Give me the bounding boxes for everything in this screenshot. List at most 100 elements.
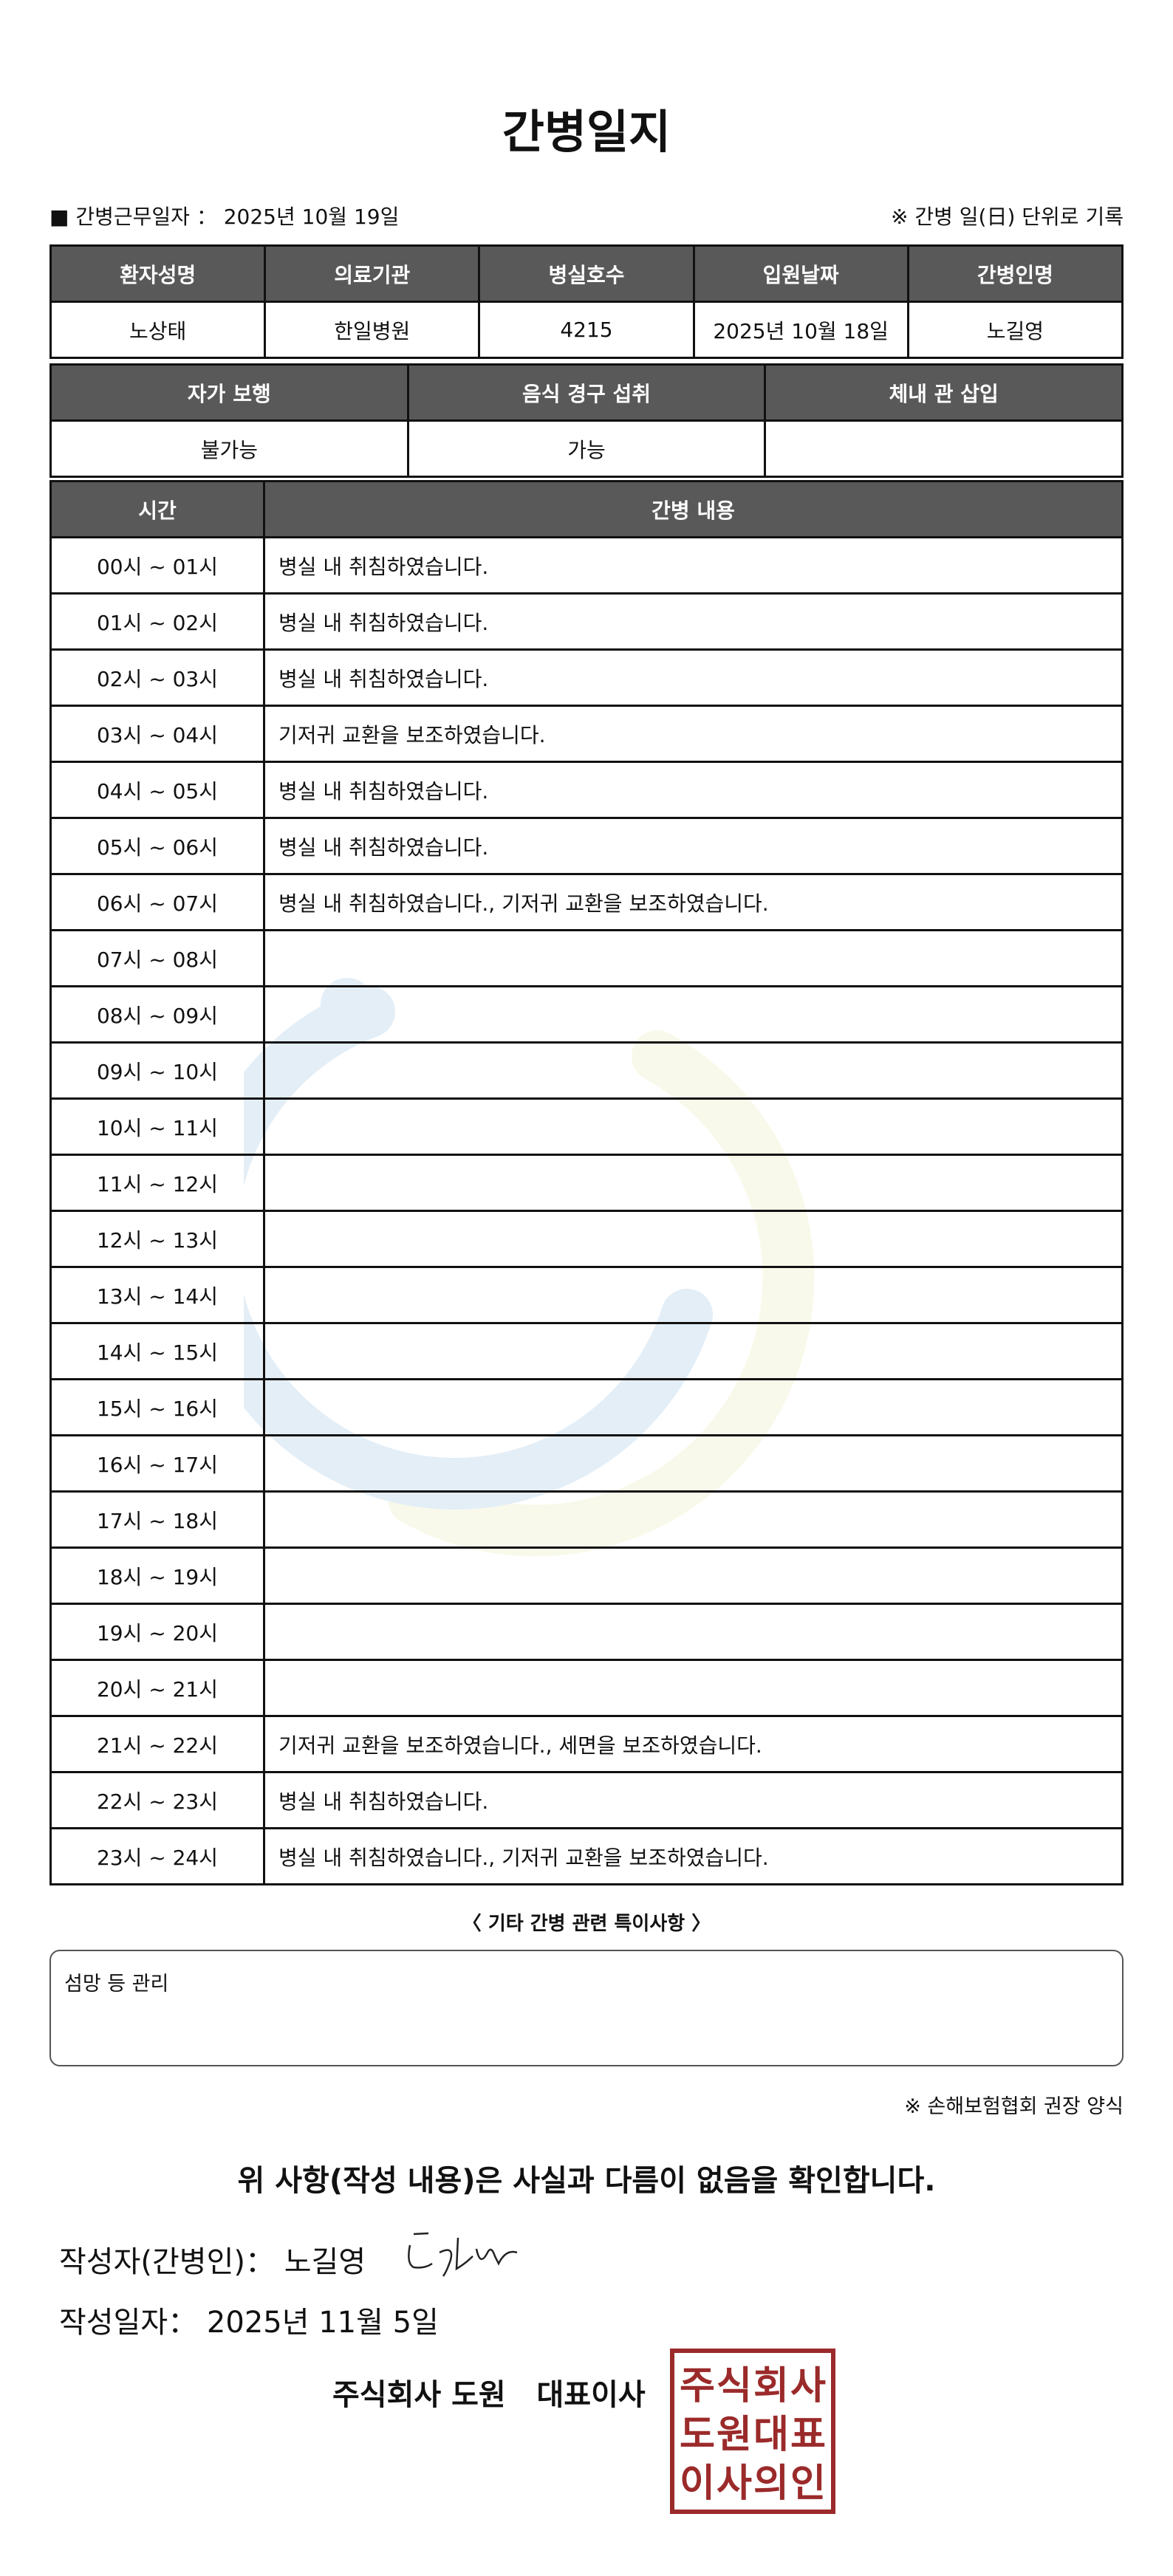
log-row: 17시 ~ 18시 [49,1490,1124,1549]
log-row: 12시 ~ 13시 [49,1210,1124,1268]
seal-glyph: 사 [717,2462,752,2505]
header-content: 간병 내용 [263,480,1124,538]
log-content: 병실 내 취침하였습니다. [263,761,1124,819]
notes-box: 섬망 등 관리 [49,1950,1124,2066]
author: 작성자(간병인)： 노길영 [59,2238,366,2281]
hospital: 한일병원 [264,301,481,359]
seal-glyph: 식 [717,2364,752,2408]
log-time: 03시 ~ 04시 [49,705,265,763]
log-content [263,929,1124,987]
log-time: 07시 ~ 08시 [49,929,265,987]
log-row: 18시 ~ 19시 [49,1546,1124,1605]
log-time: 08시 ~ 09시 [49,985,265,1044]
log-row: 21시 ~ 22시 기저귀 교환을 보조하였습니다., 세면을 보조하였습니다. [49,1715,1124,1773]
header-hospital: 의료기관 [264,244,481,303]
log-row: 02시 ~ 03시 병실 내 취침하였습니다. [49,648,1124,707]
log-time: 00시 ~ 01시 [49,536,265,595]
log-content: 병실 내 취침하였습니다. [263,1771,1124,1829]
admission-date: 2025년 10월 18일 [692,301,909,359]
log-row: 14시 ~ 15시 [49,1322,1124,1380]
log-content: 병실 내 취침하였습니다. [263,817,1124,875]
work-date-value: 2025년 10월 19일 [223,205,400,229]
header-patient-name: 환자성명 [49,244,267,303]
log-row: 06시 ~ 07시 병실 내 취침하였습니다., 기저귀 교환을 보조하였습니다. [49,873,1124,931]
log-time: 22시 ~ 23시 [49,1771,265,1829]
confirmation-statement: 위 사항(작성 내용)은 사실과 다름이 없음을 확인합니다. [237,2164,936,2198]
log-row: 13시 ~ 14시 [49,1266,1124,1324]
log-row: 05시 ~ 06시 병실 내 취침하였습니다. [49,817,1124,875]
log-time: 04시 ~ 05시 [49,761,265,819]
header-room: 병실호수 [478,244,695,303]
log-row: 23시 ~ 24시 병실 내 취침하였습니다., 기저귀 교환을 보조하였습니다. [49,1827,1124,1885]
log-row: 16시 ~ 17시 [49,1434,1124,1493]
log-content: 병실 내 취침하였습니다. [263,648,1124,707]
written-date: 작성일자： 2025년 11월 5일 [59,2298,439,2341]
log-time: 12시 ~ 13시 [49,1210,265,1268]
log-time: 18시 ~ 19시 [49,1546,265,1605]
log-content [263,1266,1124,1324]
log-time: 13시 ~ 14시 [49,1266,265,1324]
log-content: 기저귀 교환을 보조하였습니다. [263,705,1124,763]
tube-value [764,419,1124,478]
header-admission-date: 입원날짜 [692,244,909,303]
care-log-table: 시간 간병 내용 00시 ~ 01시 병실 내 취침하였습니다. 01시 ~ 02시… [49,480,1124,1885]
log-row: 04시 ~ 05시 병실 내 취침하였습니다. [49,761,1124,819]
log-row: 20시 ~ 21시 [49,1659,1124,1717]
seal-glyph: 주 [680,2364,715,2408]
log-content [263,1378,1124,1436]
log-content [263,1097,1124,1156]
seal-glyph: 표 [790,2413,826,2457]
log-content [263,1490,1124,1549]
log-time: 16시 ~ 17시 [49,1434,265,1493]
log-row: 03시 ~ 04시 기저귀 교환을 보조하였습니다. [49,705,1124,763]
log-row: 07시 ~ 08시 [49,929,1124,987]
log-content [263,1659,1124,1717]
seal-glyph: 사 [790,2364,826,2408]
log-time: 11시 ~ 12시 [49,1154,265,1212]
log-content [263,1210,1124,1268]
log-row: 09시 ~ 10시 [49,1041,1124,1100]
status-table: 자가 보행 음식 경구 섭취 체내 관 삽입 불가능 가능 [49,363,1124,478]
header-tube: 체내 관 삽입 [764,363,1124,422]
log-time: 23시 ~ 24시 [49,1827,265,1885]
oral-intake-value: 가능 [406,419,767,478]
log-row: 08시 ~ 09시 [49,985,1124,1044]
log-content: 기저귀 교환을 보조하였습니다., 세면을 보조하였습니다. [263,1715,1124,1773]
log-content: 병실 내 취침하였습니다., 기저귀 교환을 보조하였습니다. [263,873,1124,931]
log-content: 병실 내 취침하였습니다. [263,536,1124,595]
log-content [263,985,1124,1044]
seal-glyph: 대 [753,2413,789,2457]
log-content [263,1546,1124,1605]
log-row: 15시 ~ 16시 [49,1378,1124,1436]
header-walking: 자가 보행 [49,363,409,422]
header-time: 시간 [49,480,265,538]
log-row: 22시 ~ 23시 병실 내 취침하였습니다. [49,1771,1124,1829]
log-content [263,1322,1124,1380]
log-time: 14시 ~ 15시 [49,1322,265,1380]
work-date: ■ 간병근무일자 ： 2025년 10월 19일 [49,201,399,230]
header-caregiver: 간병인명 [906,244,1124,303]
log-time: 10시 ~ 11시 [49,1097,265,1156]
log-row: 00시 ~ 01시 병실 내 취침하였습니다. [49,536,1124,595]
notes-title: 〈 기타 간병 관련 특이사항 〉 [462,1913,711,1935]
log-time: 15시 ~ 16시 [49,1378,265,1436]
log-content [263,1434,1124,1493]
seal-glyph: 원 [717,2413,752,2457]
log-time: 01시 ~ 02시 [49,592,265,651]
seal-glyph: 도 [680,2413,715,2457]
log-time: 17시 ~ 18시 [49,1490,265,1549]
log-row: 19시 ~ 20시 [49,1603,1124,1661]
patient-info-table: 환자성명 의료기관 병실호수 입원날짜 간병인명 노상태 한일병원 4215 2… [49,244,1124,359]
patient-name: 노상태 [49,301,267,359]
walking-value: 불가능 [49,419,409,478]
log-content: 병실 내 취침하였습니다., 기저귀 교환을 보조하였습니다. [263,1827,1124,1885]
log-time: 20시 ~ 21시 [49,1659,265,1717]
company-representative: 주식회사 도원 대표이사 [332,2378,646,2412]
log-content [263,1603,1124,1661]
room-number: 4215 [478,301,695,359]
log-time: 21시 ~ 22시 [49,1715,265,1773]
seal-glyph: 인 [790,2462,826,2505]
header-oral-intake: 음식 경구 섭취 [406,363,767,422]
log-time: 19시 ~ 20시 [49,1603,265,1661]
